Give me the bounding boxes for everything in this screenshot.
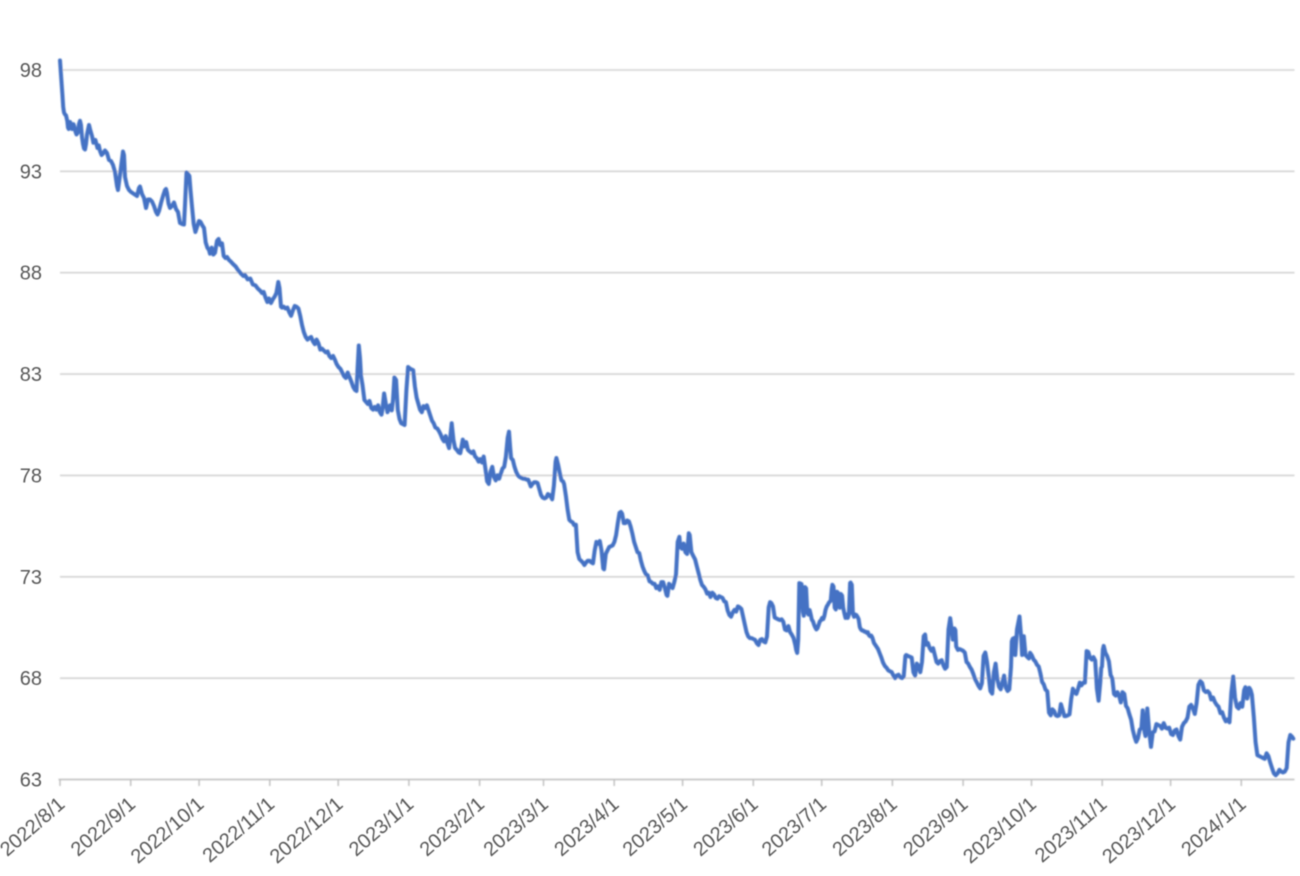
svg-text:2023/8/1: 2023/8/1 <box>828 793 901 861</box>
svg-text:93: 93 <box>20 161 42 183</box>
svg-text:2023/4/1: 2023/4/1 <box>550 793 623 861</box>
svg-text:83: 83 <box>20 364 42 386</box>
svg-text:68: 68 <box>20 668 42 690</box>
svg-text:2022/8/1: 2022/8/1 <box>0 793 69 861</box>
svg-text:73: 73 <box>20 567 42 589</box>
svg-text:2023/3/1: 2023/3/1 <box>480 793 553 861</box>
svg-text:2023/5/1: 2023/5/1 <box>619 793 692 861</box>
svg-text:88: 88 <box>20 263 42 285</box>
svg-text:98: 98 <box>20 60 42 82</box>
svg-text:2023/7/1: 2023/7/1 <box>758 793 831 861</box>
svg-text:2023/10/1: 2023/10/1 <box>959 793 1041 868</box>
svg-text:2023/12/1: 2023/12/1 <box>1098 793 1180 868</box>
svg-text:2022/10/1: 2022/10/1 <box>127 793 209 868</box>
svg-text:2023/2/1: 2023/2/1 <box>416 793 489 861</box>
svg-text:2024/1/1: 2024/1/1 <box>1177 793 1250 861</box>
svg-text:2023/6/1: 2023/6/1 <box>689 793 762 861</box>
svg-text:2023/1/1: 2023/1/1 <box>345 793 418 861</box>
svg-text:2022/12/1: 2022/12/1 <box>266 793 348 868</box>
svg-text:2023/11/1: 2023/11/1 <box>1031 793 1111 867</box>
svg-text:63: 63 <box>20 770 42 792</box>
svg-text:78: 78 <box>20 465 42 487</box>
svg-text:2022/11/1: 2022/11/1 <box>199 793 279 867</box>
